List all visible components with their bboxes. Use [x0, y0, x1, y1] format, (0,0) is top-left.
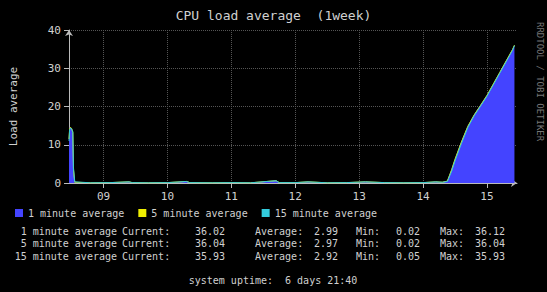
svg-text:36.02: 36.02	[195, 226, 225, 237]
svg-text:09: 09	[97, 190, 110, 203]
svg-text:15 minute average: 15 minute average	[15, 251, 117, 262]
svg-text:0.05: 0.05	[396, 251, 420, 262]
svg-text:35.93: 35.93	[195, 251, 225, 262]
svg-text:10: 10	[48, 138, 61, 151]
svg-text:5 minute average: 5 minute average	[21, 238, 117, 249]
svg-text:11: 11	[225, 190, 238, 203]
svg-text:36.04: 36.04	[475, 238, 505, 249]
svg-text:Current:: Current:	[122, 238, 170, 249]
svg-text:Max:: Max:	[440, 238, 464, 249]
svg-text:1 minute average: 1 minute average	[21, 226, 117, 237]
svg-text:15: 15	[480, 190, 493, 203]
svg-text:13: 13	[353, 190, 366, 203]
svg-text:14: 14	[416, 190, 430, 203]
svg-text:Min:: Min:	[356, 251, 380, 262]
svg-text:Average:: Average:	[255, 251, 303, 262]
svg-text:1 minute average: 1 minute average	[28, 208, 124, 219]
svg-text:Max:: Max:	[440, 251, 464, 262]
svg-text:15 minute average: 15 minute average	[275, 208, 377, 219]
svg-text:Current:: Current:	[122, 251, 170, 262]
svg-text:Min:: Min:	[356, 226, 380, 237]
svg-text:Average:: Average:	[255, 238, 303, 249]
svg-text:CPU load average (1week): CPU load average (1week)	[176, 8, 372, 23]
svg-text:36.12: 36.12	[475, 226, 505, 237]
svg-text:Current:: Current:	[122, 226, 170, 237]
svg-text:12: 12	[289, 190, 302, 203]
svg-text:Load average: Load average	[7, 67, 20, 146]
svg-text:2.97: 2.97	[314, 238, 338, 249]
svg-text:0.02: 0.02	[396, 226, 420, 237]
svg-text:Average:: Average:	[255, 226, 303, 237]
svg-text:10: 10	[161, 190, 174, 203]
svg-text:system uptime: 6 days 21:40: system uptime: 6 days 21:40	[189, 275, 358, 286]
svg-text:0: 0	[54, 177, 61, 190]
svg-text:Max:: Max:	[440, 226, 464, 237]
svg-text:40: 40	[48, 24, 61, 37]
svg-text:Min:: Min:	[356, 238, 380, 249]
svg-text:5 minute average: 5 minute average	[151, 208, 247, 219]
svg-text:20: 20	[48, 100, 61, 113]
svg-text:0.02: 0.02	[396, 238, 420, 249]
svg-text:36.04: 36.04	[195, 238, 225, 249]
svg-text:2.92: 2.92	[314, 251, 338, 262]
svg-text:RRDTOOL / TOBI OETIKER: RRDTOOL / TOBI OETIKER	[535, 22, 545, 142]
svg-text:30: 30	[48, 62, 61, 75]
svg-text:2.99: 2.99	[314, 226, 338, 237]
svg-text:35.93: 35.93	[475, 251, 505, 262]
